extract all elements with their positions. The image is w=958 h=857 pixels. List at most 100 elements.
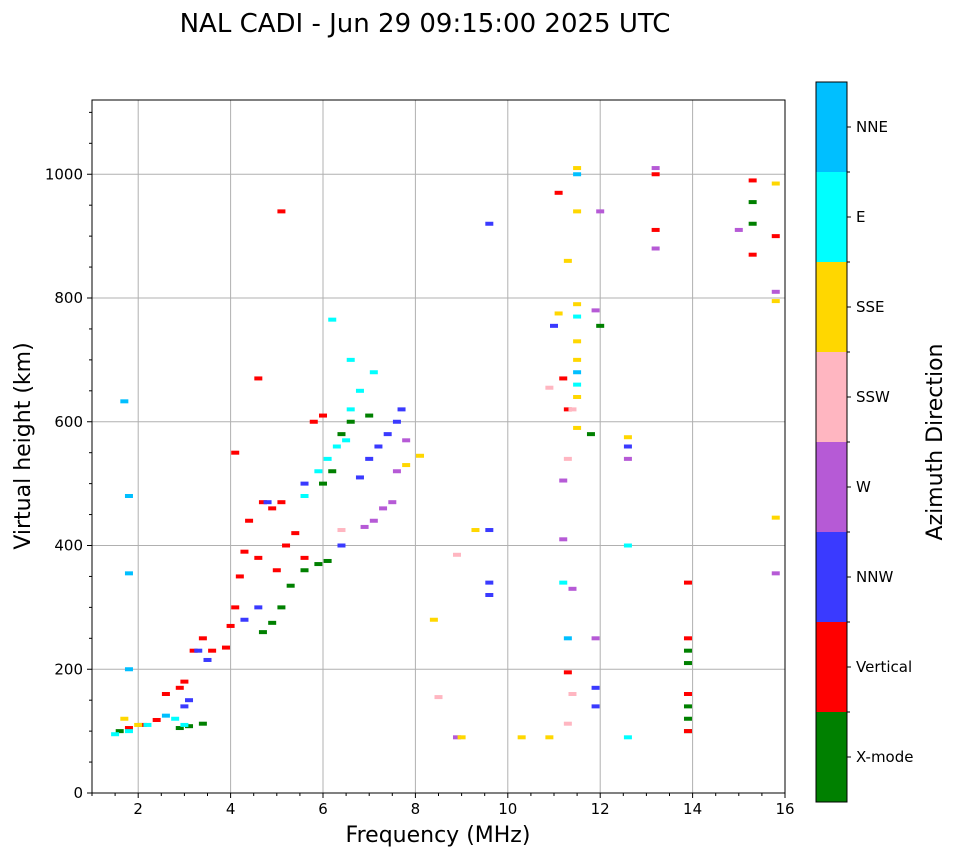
x-tick-label: 4 <box>226 800 236 818</box>
point-vertical <box>175 685 184 690</box>
colorbar-segment <box>816 712 847 802</box>
point-vertical <box>683 580 692 585</box>
colorbar-tick-label: SSW <box>856 388 890 406</box>
point-e <box>369 370 378 375</box>
point-w <box>559 537 568 542</box>
data-points <box>111 166 780 740</box>
point-vertical <box>683 729 692 734</box>
point-sse <box>573 166 582 171</box>
point-w <box>559 478 568 483</box>
point-sse <box>545 735 554 740</box>
colorbar-label: Azimuth Direction <box>923 343 948 540</box>
point-vertical <box>683 636 692 641</box>
point-x-mode <box>596 323 605 328</box>
y-tick-label: 600 <box>54 413 83 431</box>
point-nne <box>563 636 572 641</box>
point-nne <box>124 494 133 498</box>
point-w <box>402 438 411 443</box>
point-nne <box>120 399 129 404</box>
point-nnw <box>337 543 346 548</box>
point-sse <box>573 339 582 344</box>
point-x-mode <box>115 729 124 734</box>
point-vertical <box>319 413 327 418</box>
x-tick-label: 2 <box>133 800 143 818</box>
point-x-mode <box>319 481 327 486</box>
point-e <box>623 543 632 548</box>
point-vertical <box>563 670 572 675</box>
point-nne <box>161 713 170 718</box>
point-sse <box>517 735 526 740</box>
point-e <box>346 407 355 412</box>
point-vertical <box>189 648 198 653</box>
point-sse <box>623 435 632 440</box>
point-e <box>346 357 355 362</box>
point-vertical <box>231 605 240 610</box>
colorbar-segment <box>816 352 847 442</box>
colorbar-tick-label: SSE <box>856 298 885 316</box>
point-vertical <box>226 623 235 628</box>
point-e <box>332 444 341 449</box>
point-vertical <box>272 568 281 573</box>
point-w <box>734 227 743 232</box>
point-vertical <box>268 506 277 511</box>
point-nne <box>573 172 582 177</box>
point-x-mode <box>748 221 757 226</box>
y-tick-label: 400 <box>54 537 83 555</box>
grid-lines <box>92 100 786 794</box>
point-sse <box>771 299 780 304</box>
point-nnw <box>254 605 263 610</box>
point-nnw <box>591 704 600 709</box>
point-sse <box>573 395 582 399</box>
point-w <box>651 166 660 171</box>
y-axis-label: Virtual height (km) <box>11 342 36 549</box>
colorbar-tick-label: X-mode <box>856 748 913 766</box>
point-vertical <box>138 722 147 727</box>
point-vertical <box>235 574 244 579</box>
point-nnw <box>485 528 494 533</box>
point-x-mode <box>198 721 207 726</box>
point-e <box>124 729 133 734</box>
x-tick-label: 8 <box>411 800 421 818</box>
chart-title: NAL CADI - Jun 29 09:15:00 2025 UTC <box>180 9 671 39</box>
point-x-mode <box>258 630 267 635</box>
colorbar-tick-label: W <box>856 478 871 496</box>
point-sse <box>471 528 480 533</box>
point-nnw <box>392 419 401 424</box>
point-nnw <box>485 580 494 585</box>
point-vertical <box>291 531 300 536</box>
point-nnw <box>355 475 364 480</box>
point-sse <box>457 735 466 740</box>
point-nnw <box>263 500 272 505</box>
point-nnw <box>623 444 632 449</box>
point-sse <box>573 302 582 307</box>
point-vertical <box>563 407 572 412</box>
point-vertical <box>254 376 263 381</box>
point-ssw <box>545 385 554 390</box>
point-vertical <box>231 450 240 455</box>
point-nne <box>573 370 582 375</box>
point-e <box>111 732 120 737</box>
point-sse <box>554 311 563 316</box>
colorbar-segment <box>816 442 847 532</box>
point-x-mode <box>586 432 595 437</box>
point-vertical <box>245 518 254 523</box>
point-nnw <box>194 648 203 653</box>
colorbar-tick-label: NNW <box>856 568 893 586</box>
point-sse <box>120 716 129 721</box>
point-vertical <box>300 555 309 560</box>
x-axis-ticks: 2 4 6 8 10 12 14 16 <box>91 793 795 818</box>
point-w <box>360 524 369 529</box>
point-nnw <box>485 593 494 597</box>
point-vertical <box>554 190 563 195</box>
point-w <box>392 469 401 474</box>
point-vertical <box>240 549 249 554</box>
colorbar-segment <box>816 172 847 262</box>
point-w <box>452 735 461 740</box>
x-tick-label: 16 <box>775 800 794 818</box>
point-w <box>591 636 600 641</box>
point-x-mode <box>748 200 757 205</box>
point-vertical <box>748 252 757 257</box>
plot-area <box>91 99 786 794</box>
colorbar-tick-label: Vertical <box>856 658 912 676</box>
